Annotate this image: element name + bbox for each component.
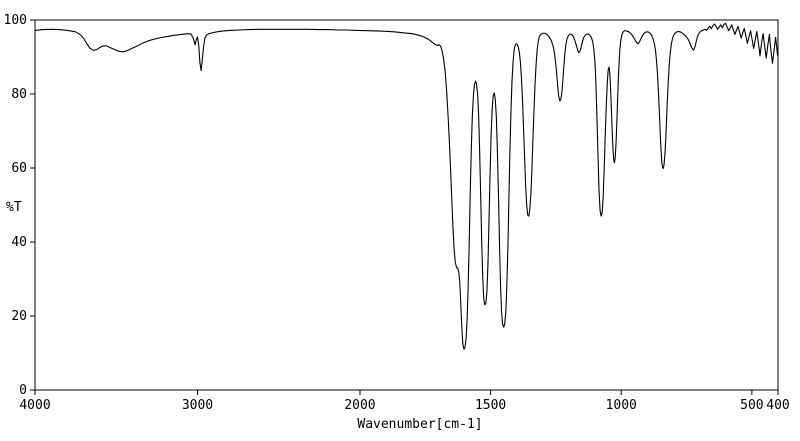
x-tick-label: 400 bbox=[766, 398, 789, 413]
x-tick-label: 1000 bbox=[606, 398, 637, 413]
plot-background bbox=[35, 20, 778, 390]
y-tick-label: 80 bbox=[11, 87, 27, 102]
y-ticks: 100 80 60 40 20 0 bbox=[4, 13, 35, 398]
y-tick-label: 40 bbox=[11, 235, 27, 250]
y-tick-label: 0 bbox=[19, 383, 27, 398]
spectrum-trace bbox=[34, 22, 779, 350]
x-tick-label: 3000 bbox=[182, 398, 213, 413]
y-tick-label: 100 bbox=[4, 13, 27, 28]
x-tick-label: 1500 bbox=[475, 398, 506, 413]
y-tick-label: 60 bbox=[11, 161, 27, 176]
x-tick-label: 500 bbox=[740, 398, 763, 413]
x-tick-label: 2000 bbox=[344, 398, 375, 413]
x-axis-title: Wavenumber[cm-1] bbox=[357, 417, 482, 432]
y-tick-label: 20 bbox=[11, 309, 27, 324]
y-axis-title: %T bbox=[6, 200, 22, 215]
x-ticks: 4000 3000 2000 1500 1000 500 400 bbox=[19, 390, 790, 413]
plot-border bbox=[34, 19, 779, 391]
x-tick-label: 4000 bbox=[19, 398, 50, 413]
